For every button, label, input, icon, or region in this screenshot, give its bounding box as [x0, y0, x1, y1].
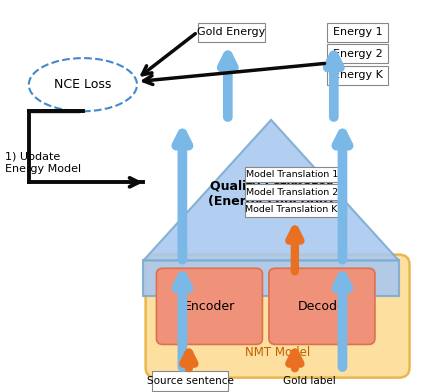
Text: Gold label: Gold label [283, 376, 335, 386]
Text: Model Translation K: Model Translation K [246, 205, 338, 214]
Bar [245, 184, 338, 200]
Bar [245, 167, 338, 182]
Text: Quality Estimator
(Energy Function): Quality Estimator (Energy Function) [208, 180, 334, 208]
FancyBboxPatch shape [146, 254, 410, 377]
FancyBboxPatch shape [156, 268, 263, 345]
Text: Energy 1: Energy 1 [333, 27, 382, 37]
Text: Energy K: Energy K [333, 70, 382, 80]
Text: NCE Loss: NCE Loss [54, 78, 112, 91]
Text: Model Translation 1: Model Translation 1 [246, 170, 338, 179]
Text: Gold Energy: Gold Energy [197, 27, 265, 37]
Text: Energy 2: Energy 2 [333, 49, 382, 59]
Text: Source sentence: Source sentence [147, 376, 233, 386]
Text: NMT Model: NMT Model [245, 346, 310, 359]
Bar [327, 66, 388, 85]
FancyBboxPatch shape [269, 268, 375, 345]
Text: 1) Update
Energy Model: 1) Update Energy Model [5, 152, 81, 174]
Text: Decode: Decode [298, 300, 346, 313]
FancyBboxPatch shape [144, 260, 399, 296]
Text: Model Translation 2: Model Translation 2 [246, 188, 338, 197]
Ellipse shape [29, 58, 137, 111]
Polygon shape [144, 120, 399, 260]
Bar [152, 371, 228, 391]
Bar [245, 202, 338, 218]
Bar [327, 44, 388, 63]
Text: Encoder: Encoder [184, 300, 235, 313]
Bar [197, 23, 265, 42]
Bar [327, 23, 388, 42]
